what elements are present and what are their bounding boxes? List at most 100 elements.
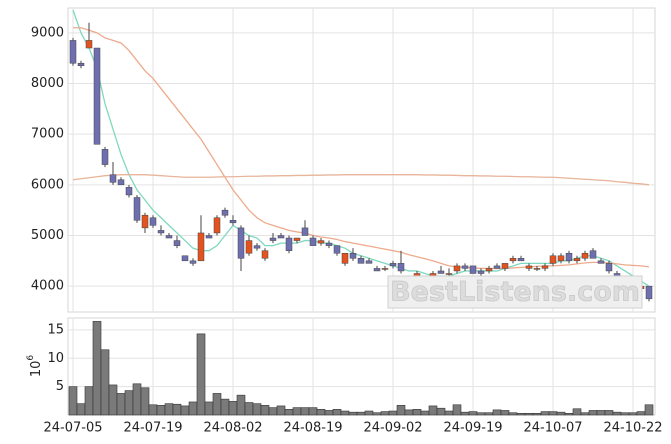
candle-body	[605, 263, 613, 272]
candle-body	[565, 252, 573, 262]
candle-body	[69, 40, 77, 64]
x-tick-label: 24-08-02	[203, 421, 262, 436]
volume-bar	[140, 387, 150, 416]
candle-body	[237, 227, 245, 259]
volume-bar	[372, 412, 382, 416]
x-tick-label: 24-09-02	[363, 421, 422, 436]
candle-body	[125, 187, 133, 196]
candle-body	[181, 255, 189, 262]
volume-bar	[300, 407, 310, 416]
volume-panel	[67, 317, 656, 416]
x-tick-label: 24-09-19	[443, 421, 502, 436]
volume-bar	[508, 412, 518, 416]
volume-bar	[260, 405, 270, 416]
volume-bar	[348, 411, 358, 416]
candle-body	[165, 235, 173, 239]
candle-body	[213, 217, 221, 234]
moving-average-line	[72, 174, 650, 186]
candle-body	[581, 252, 589, 259]
volume-bar	[564, 412, 574, 416]
candle-body	[85, 40, 93, 49]
candle-body	[197, 232, 205, 262]
x-tick-label: 24-07-19	[123, 421, 182, 436]
y-tick-label: 7000	[31, 127, 64, 142]
volume-bar	[228, 401, 238, 416]
volume-bar	[516, 412, 526, 416]
volume-bar	[572, 408, 582, 416]
volume-bar	[404, 409, 414, 416]
volume-bar	[380, 411, 390, 416]
candle-body	[301, 227, 309, 236]
candle-body	[101, 149, 109, 165]
candle-body	[293, 237, 301, 241]
volume-bar	[500, 410, 510, 416]
volume-tick-label: 10	[47, 351, 64, 366]
candle-body	[141, 214, 149, 229]
volume-bar	[484, 412, 494, 416]
volume-bar	[92, 321, 102, 416]
volume-bar	[356, 411, 366, 416]
candle-body	[365, 260, 373, 264]
candle-body	[573, 258, 581, 262]
volume-bar	[204, 401, 214, 416]
volume-bar	[84, 386, 94, 416]
candle-body	[357, 258, 365, 264]
candle-body	[445, 273, 453, 275]
volume-bar	[252, 403, 262, 416]
axes: 4000 5000 6000 7000 8000 9000 5 10 15 24-07-05 24-…	[31, 25, 663, 435]
candle-body	[333, 245, 341, 254]
volume-bar	[396, 405, 406, 416]
volume-bar	[332, 409, 342, 416]
candle-body	[589, 250, 597, 259]
candle-body	[485, 268, 493, 272]
watermark-box	[387, 275, 643, 309]
x-tick-label: 24-10-07	[523, 421, 582, 436]
x-tick-label: 24-07-05	[43, 421, 102, 436]
volume-bar	[236, 394, 246, 416]
volume-unit-exponent: 6	[26, 355, 36, 361]
volume-bar	[636, 411, 646, 416]
candle-body	[381, 268, 389, 270]
volume-bar	[244, 402, 254, 416]
volume-bar	[156, 405, 166, 416]
y-tick-label: 6000	[31, 177, 64, 192]
volume-bar	[340, 410, 350, 416]
candle-body	[341, 252, 349, 264]
volume-bar	[596, 410, 606, 416]
volume-bar	[540, 411, 550, 416]
volume-bar	[388, 410, 398, 416]
volume-bar	[588, 410, 598, 416]
candle-body	[317, 240, 325, 244]
candle-body	[189, 260, 197, 264]
candle-body	[557, 255, 565, 262]
volume-tick-label: 15	[47, 322, 64, 337]
y-tick-label: 4000	[31, 279, 64, 294]
volume-bar	[644, 404, 654, 416]
volume-bar	[548, 411, 558, 416]
volume-bar	[524, 412, 534, 416]
candle-body	[389, 263, 397, 267]
volume-bar	[180, 405, 190, 416]
candle-body	[349, 252, 357, 259]
candle-body	[157, 230, 165, 234]
watermark: BestListens.com	[387, 275, 643, 309]
volume-bar	[628, 412, 638, 416]
candle-body	[469, 265, 477, 274]
candle-body	[93, 47, 101, 145]
volume-bar	[172, 403, 182, 416]
candle-body	[501, 263, 509, 269]
volume-bar	[292, 407, 302, 416]
volume	[68, 321, 654, 416]
candle-body	[285, 237, 293, 251]
price-panel	[67, 7, 656, 313]
volume-bar	[532, 412, 542, 416]
candle-body	[309, 237, 317, 246]
volume-bar	[452, 404, 462, 416]
volume-bar	[436, 407, 446, 416]
volume-bar	[220, 398, 230, 416]
candle-body	[229, 220, 237, 224]
volume-bar	[188, 401, 198, 416]
y-tick-label: 8000	[31, 76, 64, 91]
volume-bar	[268, 407, 278, 416]
candle-body	[437, 270, 445, 274]
